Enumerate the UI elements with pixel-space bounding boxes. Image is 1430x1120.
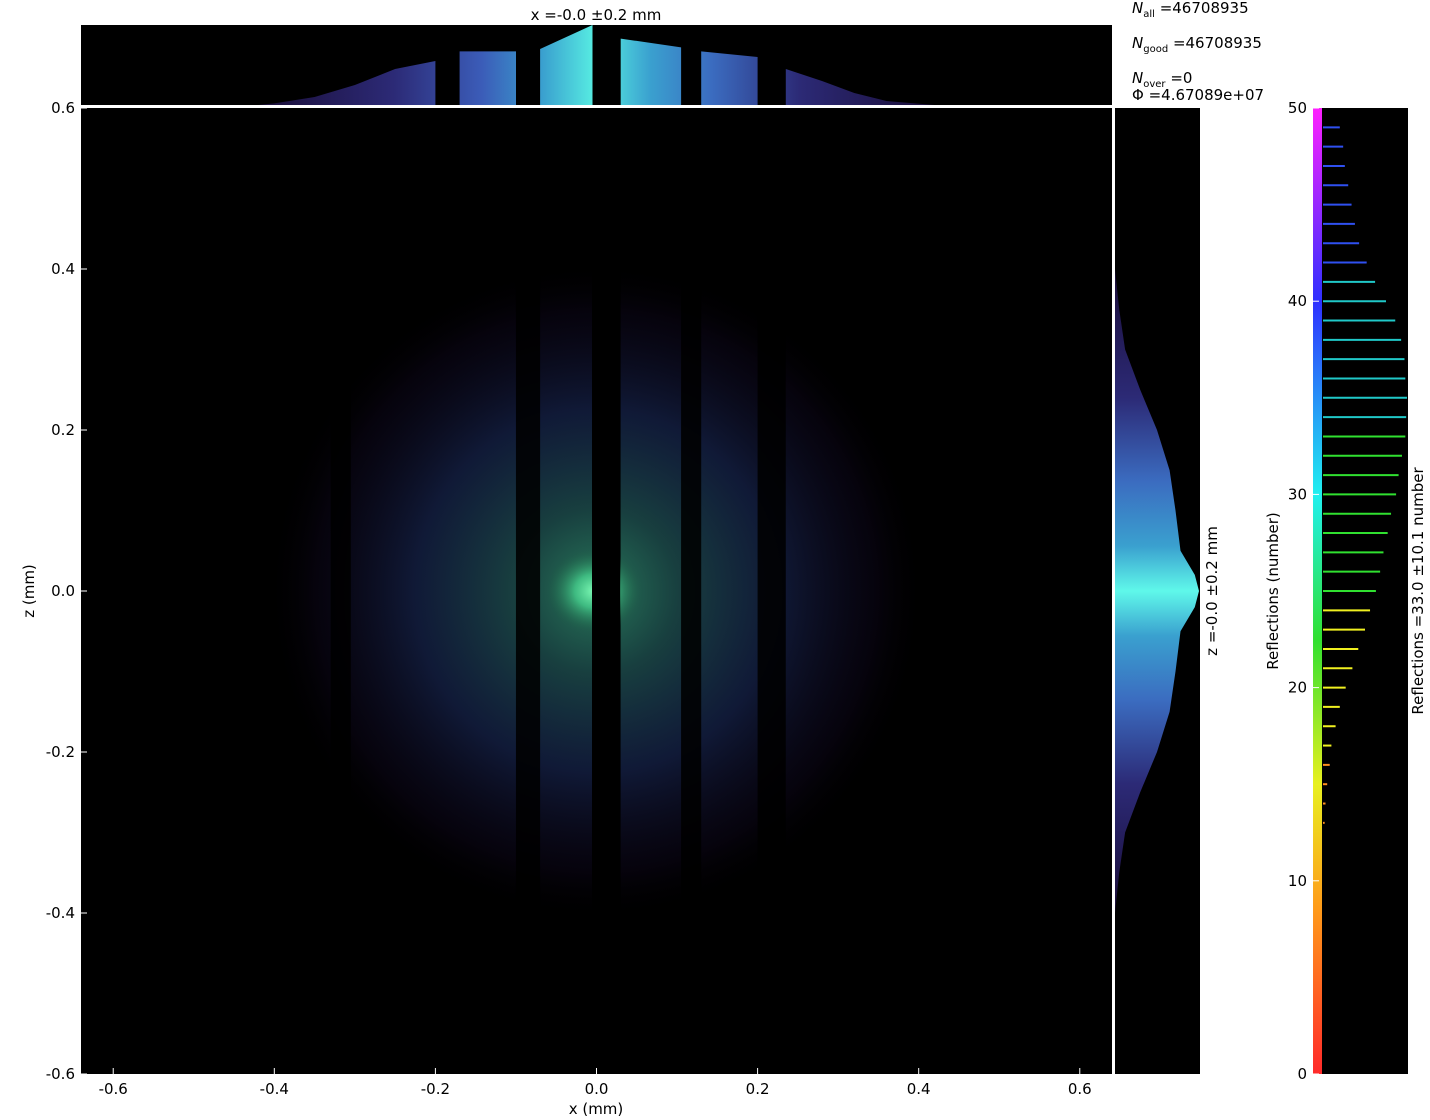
top-histogram-area — [258, 25, 935, 105]
y-tick-label-5: -0.4 — [46, 904, 75, 922]
main-2d-panel: -0.6 -0.4 -0.2 0.0 0.2 0.4 0.6 0.60.40.20.0-0.… — [20, 99, 1112, 1118]
main-x-ticks: -0.6 -0.4 -0.2 0.0 0.2 0.4 0.6 — [99, 1068, 1092, 1098]
reflections-ticks: 0 10 20 30 40 50 — [1288, 99, 1319, 1083]
stat-n-over: Nover =0 — [1132, 69, 1192, 90]
stat-n-all: Nall =46708935 — [1132, 0, 1249, 20]
y-tick-label-1: 0.4 — [51, 260, 75, 278]
reflections-colorbar — [1313, 108, 1322, 1074]
z-axis-label: z (mm) — [20, 564, 38, 618]
refl-tick-label-5: 50 — [1288, 99, 1307, 117]
reflections-bars — [1323, 126, 1407, 824]
reflections-ylabel: Reflections (number) — [1264, 512, 1282, 669]
stat-flux: Φ =4.67089e+07 — [1132, 86, 1264, 104]
reflections-panel: 0 10 20 30 40 50 Reflections (number) Reflect… — [1264, 99, 1427, 1083]
x-tick-label-4: 0.2 — [746, 1080, 770, 1098]
slit-gap-4 — [757, 108, 786, 1074]
top-histogram-background — [81, 25, 1112, 105]
y-tick-label-2: 0.2 — [51, 421, 75, 439]
refl-tick-label-2: 20 — [1288, 679, 1307, 697]
top-histogram-panel: x =-0.0 ±0.2 mm — [81, 6, 1112, 108]
right-histogram-area — [1115, 269, 1199, 913]
refl-tick-label-0: 0 — [1297, 1065, 1307, 1083]
refl-tick-label-1: 10 — [1288, 872, 1307, 890]
center-slit-gap — [592, 108, 620, 1074]
x-tick-label-3: 0.0 — [585, 1080, 609, 1098]
stats-block: Nall =46708935 Ngood =46708935 Nover =0 … — [1132, 0, 1264, 104]
right-histogram-title: z =-0.0 ±0.2 mm — [1203, 526, 1221, 656]
y-tick-label-6: -0.6 — [46, 1065, 75, 1083]
y-tick-label-4: -0.2 — [46, 743, 75, 761]
reflections-stat-label: Reflections =33.0 ±10.1 number — [1409, 467, 1427, 715]
x-tick-label-6: 0.6 — [1068, 1080, 1092, 1098]
y-tick-label-3: 0.0 — [51, 582, 75, 600]
x-axis-label: x (mm) — [569, 1100, 624, 1118]
top-histogram-title: x =-0.0 ±0.2 mm — [531, 6, 662, 24]
slit-gap-0 — [330, 108, 351, 1074]
slit-gap-3 — [681, 108, 702, 1074]
refl-tick-label-3: 30 — [1288, 485, 1307, 503]
x-tick-label-1: -0.4 — [260, 1080, 289, 1098]
main-y-ticks: 0.6 0.4 0.2 0.0 -0.2 -0.4 -0.6 — [46, 99, 87, 1083]
right-histogram-panel: z =-0.0 ±0.2 mm — [1112, 108, 1221, 1074]
beam-image — [266, 108, 926, 1074]
x-tick-label-0: -0.6 — [99, 1080, 128, 1098]
slit-gap-1 — [515, 108, 541, 1074]
y-tick-label-0: 0.6 — [51, 99, 75, 117]
stat-n-good: Ngood =46708935 — [1132, 34, 1262, 55]
x-tick-label-5: 0.4 — [907, 1080, 931, 1098]
x-tick-label-2: -0.2 — [421, 1080, 450, 1098]
refl-tick-label-4: 40 — [1288, 292, 1307, 310]
